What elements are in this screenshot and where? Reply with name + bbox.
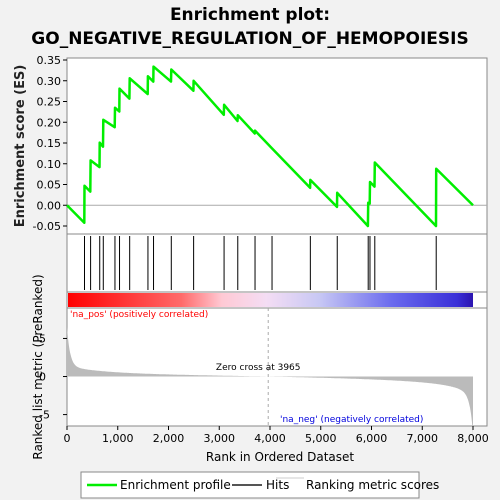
x-axis-label: Rank in Ordered Dataset: [206, 450, 354, 464]
rank-tick-label: -5: [39, 409, 50, 422]
rank-tick-label: 5: [39, 332, 46, 345]
es-tick-label: -0.05: [33, 220, 61, 233]
x-tick-label: 1,000: [102, 432, 134, 445]
es-tick-label: 0.00: [37, 199, 62, 212]
es-tick-label: 0.10: [37, 158, 62, 171]
legend-hits-label: Hits: [266, 478, 289, 492]
legend-metric-label: Ranking metric scores: [306, 478, 439, 492]
x-tick-label: 5,000: [305, 432, 337, 445]
hits-marks: [84, 236, 437, 290]
x-tick-label: 0: [64, 432, 71, 445]
x-tick-label: 8,000: [457, 432, 489, 445]
es-tick-label: 0.25: [37, 96, 62, 109]
chart-title-line1: Enrichment plot:: [170, 5, 330, 25]
neg-label: 'na_neg' (negatively correlated): [280, 415, 423, 425]
rank-ylabel: Ranked list metric (PreRanked): [31, 274, 45, 459]
x-axis-ticks: 0 1,000 2,000 3,000 4,000 5,000 6,000 7,000 8,00…: [64, 426, 489, 445]
es-tick-label: 0.05: [37, 179, 62, 192]
pos-label: 'na_pos' (positively correlated): [70, 310, 208, 320]
rank-axis-ticks: 5 0 -5: [39, 332, 67, 422]
rank-tick-label: 0: [39, 371, 46, 384]
legend-profile-label: Enrichment profile: [120, 478, 231, 492]
x-tick-label: 4,000: [254, 432, 286, 445]
zero-cross-label: Zero cross at 3965: [216, 363, 301, 373]
x-tick-label: 7,000: [407, 432, 439, 445]
es-tick-label: 0.15: [37, 137, 62, 150]
chart-title-line2: GO_NEGATIVE_REGULATION_OF_HEMOPOIESIS: [31, 29, 468, 49]
x-tick-label: 2,000: [153, 432, 185, 445]
x-tick-label: 3,000: [204, 432, 236, 445]
es-tick-label: 0.35: [37, 54, 62, 67]
es-ylabel: Enrichment score (ES): [13, 65, 28, 228]
es-axis-ticks: 0.35 0.30 0.25 0.20 0.15 0.10 0.05 0.00 -0.05: [33, 54, 67, 233]
rank-heatmap-band: [68, 293, 473, 307]
enrichment-profile-line: [66, 65, 474, 228]
hits-panel: [66, 233, 488, 293]
es-tick-label: 0.30: [37, 75, 62, 88]
es-tick-label: 0.20: [37, 116, 62, 129]
x-tick-label: 6,000: [356, 432, 388, 445]
